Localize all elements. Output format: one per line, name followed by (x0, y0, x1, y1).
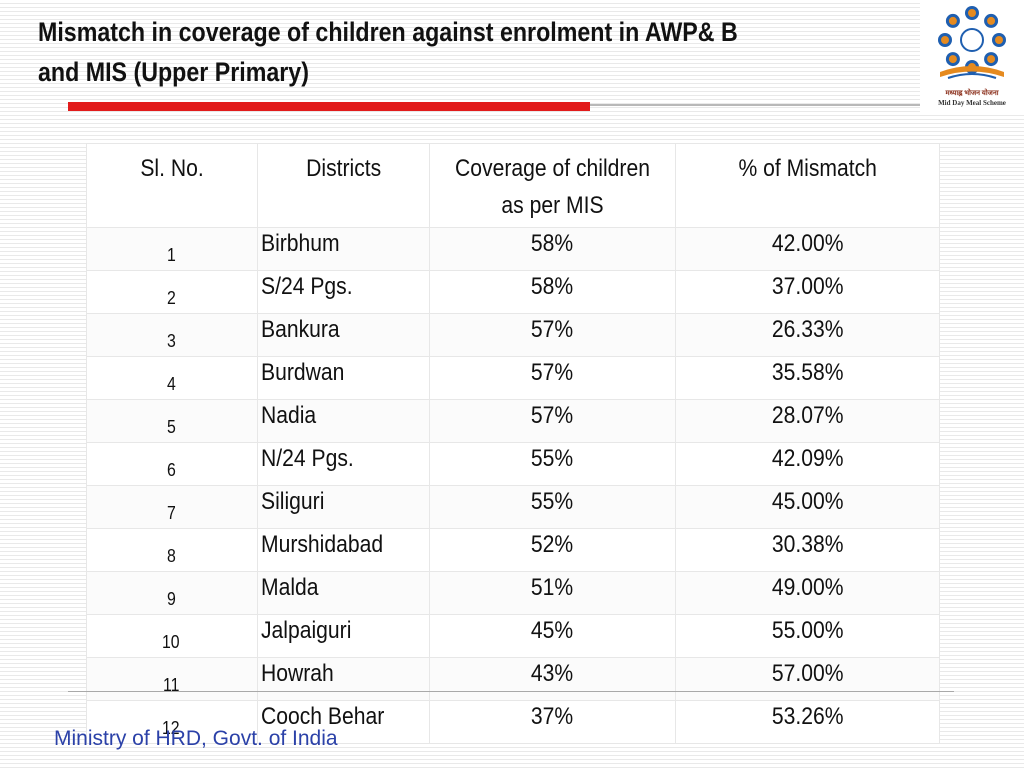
cell-sl-no: 11 (86, 657, 258, 701)
table-row: 9 Malda 51% 49.00% (86, 571, 940, 615)
table-row: 2 S/24 Pgs. 58% 37.00% (86, 270, 940, 314)
cell-sl-no: 4 (86, 356, 258, 400)
cell-coverage: 58% (429, 227, 676, 271)
footer-ministry-text: Ministry of HRD, Govt. of India (54, 727, 338, 750)
cell-mismatch: 49.00% (675, 571, 940, 615)
cell-coverage: 57% (429, 313, 676, 357)
cell-coverage: 51% (429, 571, 676, 615)
table-row: 10 Jalpaiguri 45% 55.00% (86, 614, 940, 658)
logo-caption-hindi: मध्याह्न भोजन योजना (945, 89, 999, 97)
header-sl-no: Sl. No. (86, 143, 258, 228)
cell-coverage: 37% (429, 700, 676, 744)
cell-coverage: 57% (429, 356, 676, 400)
cell-mismatch: 35.58% (675, 356, 940, 400)
cell-sl-no: 7 (86, 485, 258, 529)
table-row: 12 Cooch Behar 37% 53.26% (86, 700, 940, 744)
table-row: 3 Bankura 57% 26.33% (86, 313, 940, 357)
cell-mismatch: 37.00% (675, 270, 940, 314)
cell-sl-no: 12 (86, 700, 258, 744)
slide-title-line-2: and MIS (Upper Primary) (38, 57, 309, 87)
cell-sl-no: 9 (86, 571, 258, 615)
table-row: 1 Birbhum 58% 42.00% (86, 227, 940, 271)
table-row: 6 N/24 Pgs. 55% 42.09% (86, 442, 940, 486)
cell-district: Bankura (257, 313, 430, 357)
logo-caption-english: Mid Day Meal Scheme (938, 99, 1006, 107)
cell-sl-no: 5 (86, 399, 258, 443)
header-coverage: Coverage of children as per MIS (429, 143, 676, 228)
cell-mismatch: 30.38% (675, 528, 940, 572)
cell-mismatch: 57.00% (675, 657, 940, 701)
cell-district: N/24 Pgs. (257, 442, 430, 486)
cell-sl-no: 2 (86, 270, 258, 314)
cell-sl-no: 8 (86, 528, 258, 572)
table-row: 7 Siliguri 55% 45.00% (86, 485, 940, 529)
slide-title: Mismatch in coverage of children against… (38, 12, 795, 92)
table-row: 5 Nadia 57% 28.07% (86, 399, 940, 443)
mid-day-meal-emblem-icon (938, 6, 1006, 79)
cell-coverage: 55% (429, 485, 676, 529)
table-row: 11 Howrah 43% 57.00% (86, 657, 940, 701)
cell-mismatch: 42.09% (675, 442, 940, 486)
cell-mismatch: 45.00% (675, 485, 940, 529)
cell-district: Malda (257, 571, 430, 615)
cell-mismatch: 26.33% (675, 313, 940, 357)
cell-coverage: 55% (429, 442, 676, 486)
mid-day-meal-logo: मध्याह्न भोजन योजना Mid Day Meal Scheme (920, 0, 1024, 112)
cell-district: Cooch Behar (257, 700, 430, 744)
header-districts: Districts (257, 143, 430, 228)
cell-coverage: 52% (429, 528, 676, 572)
header-mismatch: % of Mismatch (675, 143, 940, 228)
table-row: 4 Burdwan 57% 35.58% (86, 356, 940, 400)
cell-sl-no: 6 (86, 442, 258, 486)
cell-district: Birbhum (257, 227, 430, 271)
slide-title-line-1: Mismatch in coverage of children against… (38, 17, 738, 47)
mismatch-table: Sl. No. Districts Coverage of children a… (86, 143, 940, 744)
cell-district: Siliguri (257, 485, 430, 529)
cell-sl-no: 1 (86, 227, 258, 271)
cell-district: Nadia (257, 399, 430, 443)
cell-district: Jalpaiguri (257, 614, 430, 658)
table-row: 8 Murshidabad 52% 30.38% (86, 528, 940, 572)
table-body: 1 Birbhum 58% 42.00% 2 S/24 Pgs. 58% 37.00% 3 Ban… (86, 227, 940, 744)
cell-sl-no: 3 (86, 313, 258, 357)
title-underline-rule (590, 104, 920, 106)
cell-coverage: 43% (429, 657, 676, 701)
cell-mismatch: 42.00% (675, 227, 940, 271)
cell-coverage: 45% (429, 614, 676, 658)
cell-sl-no: 10 (86, 614, 258, 658)
footer-divider (68, 691, 954, 692)
cell-coverage: 57% (429, 399, 676, 443)
cell-mismatch: 53.26% (675, 700, 940, 744)
cell-district: Murshidabad (257, 528, 430, 572)
title-underline-accent (68, 102, 590, 111)
cell-coverage: 58% (429, 270, 676, 314)
cell-district: Howrah (257, 657, 430, 701)
table-header-row: Sl. No. Districts Coverage of children a… (86, 143, 940, 228)
cell-district: Burdwan (257, 356, 430, 400)
cell-district: S/24 Pgs. (257, 270, 430, 314)
cell-mismatch: 55.00% (675, 614, 940, 658)
cell-mismatch: 28.07% (675, 399, 940, 443)
